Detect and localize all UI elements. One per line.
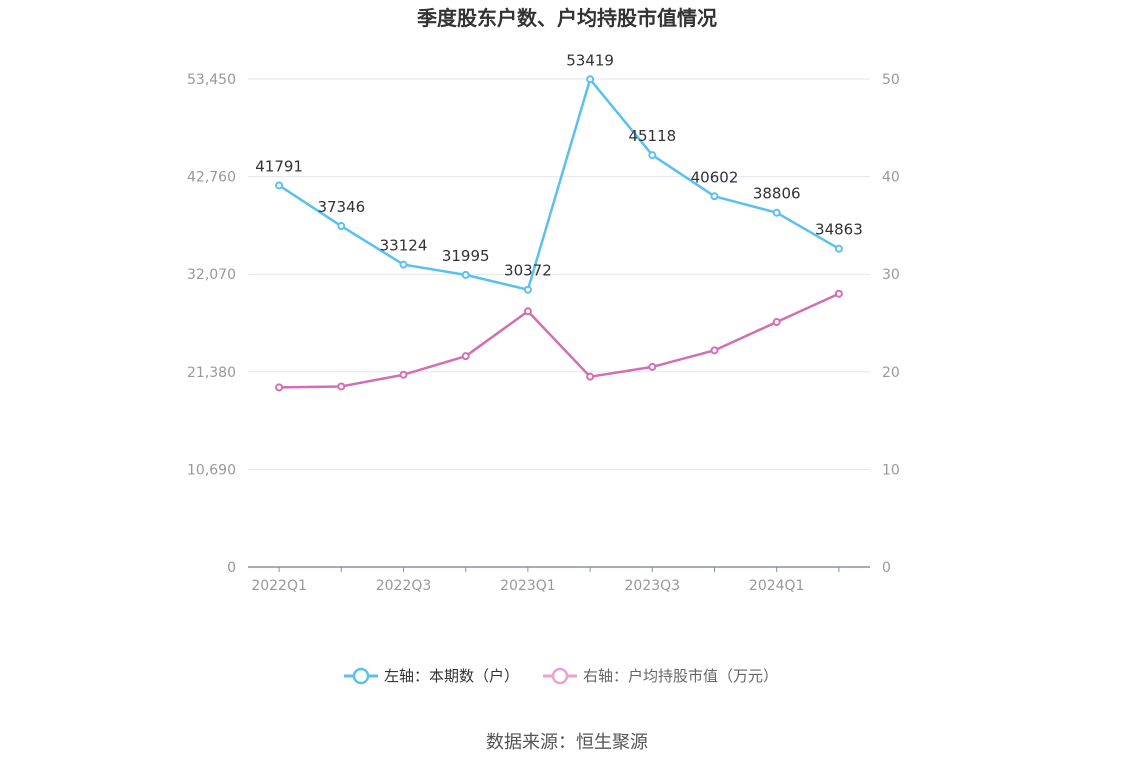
series-holders: 41791 37346 33124 31995 30372 53419 45118 40602… [255, 51, 863, 294]
legend-marker [352, 667, 370, 685]
x-tick-label: 2023Q3 [625, 578, 681, 594]
data-point[interactable] [834, 244, 843, 253]
data-label: 45118 [628, 127, 676, 145]
data-label: 38806 [753, 185, 801, 203]
data-point[interactable] [523, 285, 532, 294]
right-axis: 0 10 20 30 40 50 [882, 72, 900, 576]
data-point[interactable] [461, 270, 470, 279]
data-point[interactable] [275, 181, 284, 190]
right-tick-label: 10 [882, 462, 900, 478]
data-point[interactable] [399, 260, 408, 269]
left-tick-label: 42,760 [187, 170, 236, 186]
x-axis: 2022Q1 2022Q3 2023Q1 2023Q3 2024Q1 [248, 566, 870, 594]
data-point[interactable] [337, 222, 346, 231]
left-axis: 0 10,690 21,380 32,070 42,760 53,450 [187, 72, 236, 576]
left-tick-label: 21,380 [187, 365, 236, 381]
right-tick-label: 30 [882, 267, 900, 283]
series-line [278, 78, 840, 291]
legend-item[interactable]: 左轴：本期数（户） [344, 667, 519, 685]
data-label: 33124 [380, 237, 428, 255]
right-tick-label: 20 [882, 365, 900, 381]
legend-label: 右轴：户均持股市值（万元） [583, 667, 778, 685]
series-line [279, 292, 840, 389]
left-tick-label: 10,690 [187, 462, 236, 478]
legend-label: 左轴：本期数（户） [384, 667, 519, 685]
data-point[interactable] [275, 383, 284, 392]
data-point[interactable] [710, 346, 719, 355]
gridlines [248, 78, 870, 470]
data-point[interactable] [399, 370, 408, 379]
x-tick-label: 2024Q1 [749, 578, 805, 594]
data-point[interactable] [337, 382, 346, 391]
left-tick-label: 0 [227, 560, 236, 576]
data-label: 34863 [815, 221, 863, 239]
x-tick-label: 2022Q3 [376, 578, 432, 594]
data-source: 数据来源：恒生聚源 [486, 732, 648, 753]
chart-title: 季度股东户数、户均持股市值情况 [416, 6, 717, 30]
legend-marker [551, 667, 569, 685]
data-point[interactable] [648, 362, 657, 371]
data-point[interactable] [586, 75, 595, 84]
data-point[interactable] [772, 318, 781, 327]
legend-item[interactable]: 右轴：户均持股市值（万元） [543, 667, 778, 685]
legend: 左轴：本期数（户） 右轴：户均持股市值（万元） [344, 667, 778, 685]
data-point[interactable] [586, 372, 595, 381]
left-tick-label: 53,450 [187, 72, 236, 88]
data-label: 30372 [504, 262, 552, 280]
data-label: 31995 [442, 247, 490, 265]
data-point[interactable] [461, 352, 470, 361]
x-tick-label: 2023Q1 [500, 578, 556, 594]
right-tick-label: 0 [882, 560, 891, 576]
data-label: 37346 [317, 198, 365, 216]
data-point[interactable] [834, 289, 843, 298]
series-layer: 41791 37346 33124 31995 30372 53419 45118 40602… [255, 51, 863, 392]
data-point[interactable] [710, 192, 719, 201]
data-point[interactable] [772, 208, 781, 217]
data-label: 41791 [255, 157, 303, 175]
series-avg-value [275, 289, 843, 392]
data-point[interactable] [523, 307, 532, 316]
data-label: 40602 [691, 168, 739, 186]
right-tick-label: 50 [882, 72, 900, 88]
data-point[interactable] [648, 151, 657, 160]
data-label: 53419 [566, 51, 614, 69]
left-tick-label: 32,070 [187, 267, 236, 283]
x-tick-label: 2022Q1 [251, 578, 307, 594]
right-tick-label: 40 [882, 170, 900, 186]
